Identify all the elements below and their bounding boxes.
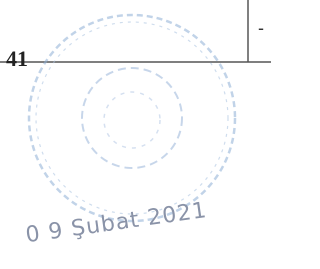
document-scan: - 41 0 9 Şubat 2021: [0, 0, 271, 269]
stamp: [29, 15, 235, 221]
page-number: 41: [6, 46, 28, 71]
stamp-outer-ring: [29, 15, 235, 221]
stamp-date: 0 9 Şubat 2021: [24, 198, 209, 248]
stamp-center-ring: [82, 68, 182, 168]
cell-text: -: [258, 18, 264, 38]
page: - 41 0 9 Şubat 2021 (() => { const data …: [0, 0, 271, 269]
stamp-emblem: [104, 92, 160, 148]
stamp-inner-ring: [36, 22, 228, 214]
